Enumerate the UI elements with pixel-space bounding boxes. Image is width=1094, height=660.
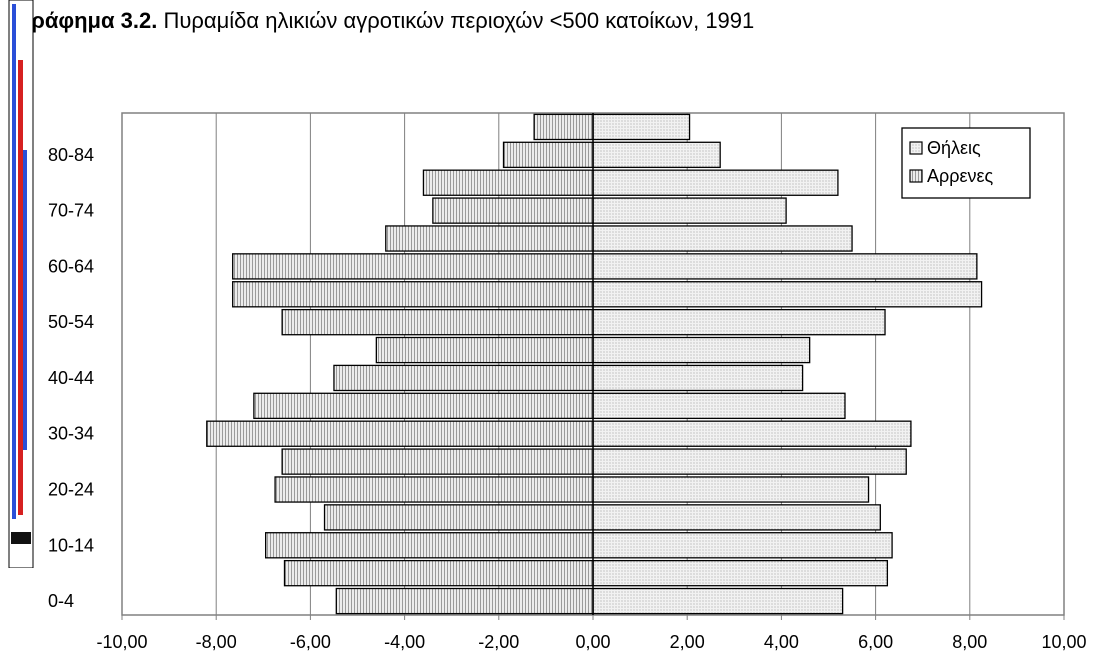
bar-females <box>592 392 846 420</box>
x-tick-label: -4,00 <box>384 632 425 652</box>
chart-legend: Θήλεις Αρρενες <box>901 127 1031 199</box>
axis-layer: -10,00 -8,00 -6,00 -4,00 -2,00 0,00 2,00 4,00 6,… <box>48 113 1087 652</box>
bar-females <box>592 113 691 141</box>
legend-label: Θήλεις <box>927 138 981 158</box>
y-tick-label: 60-64 <box>48 256 94 276</box>
y-tick-label: 80-84 <box>48 145 94 165</box>
bar-males <box>533 113 594 141</box>
legend-swatch <box>909 141 923 155</box>
y-tick-label: 0-4 <box>48 591 74 611</box>
bar-males <box>232 253 594 280</box>
title-text: Πυραμίδα ηλικιών αγροτικών περιοχών <500… <box>157 8 755 33</box>
bar-males <box>432 197 594 224</box>
bar-males <box>281 308 594 336</box>
x-tick-label: 6,00 <box>858 632 893 652</box>
bar-males <box>323 504 594 531</box>
x-tick-label: 4,00 <box>764 632 799 652</box>
bar-males <box>253 392 594 420</box>
side-decoration-strip <box>8 0 34 568</box>
y-tick-label: 70-74 <box>48 201 94 221</box>
bar-males <box>375 336 594 364</box>
x-tick-label: 8,00 <box>952 632 987 652</box>
bar-females <box>592 448 907 475</box>
x-tick-label: -2,00 <box>478 632 519 652</box>
bar-males <box>232 281 594 308</box>
bar-males <box>422 169 594 196</box>
bar-females <box>592 141 721 169</box>
y-tick-label: 30-34 <box>48 424 94 444</box>
bar-females <box>592 225 853 252</box>
bar-males <box>274 476 594 503</box>
bar-males <box>335 587 594 615</box>
bar-females <box>592 504 881 531</box>
x-tick-label: -10,00 <box>96 632 147 652</box>
bar-females <box>592 281 983 308</box>
bar-females <box>592 559 889 587</box>
x-tick-label: 2,00 <box>670 632 705 652</box>
x-tick-label: -8,00 <box>196 632 237 652</box>
legend-swatch <box>909 169 923 183</box>
x-tick-label: 10,00 <box>1041 632 1086 652</box>
bar-males <box>265 532 594 559</box>
page-title: Γράφημα 3.2. Πυραμίδα ηλικιών αγροτικών … <box>18 8 754 34</box>
bar-males <box>281 448 594 475</box>
legend-label: Αρρενες <box>927 166 994 186</box>
bar-females <box>592 197 787 224</box>
bar-females <box>592 253 978 280</box>
bar-females <box>592 532 893 559</box>
legend-box <box>901 127 1031 199</box>
x-tick-label: 0,00 <box>575 632 610 652</box>
bar-males <box>333 364 594 392</box>
bar-females <box>592 308 886 336</box>
y-tick-label: 10-14 <box>48 535 94 555</box>
bar-males <box>206 420 594 447</box>
y-tick-label: 20-24 <box>48 480 94 500</box>
bar-males <box>502 141 594 169</box>
bar-females <box>592 587 844 615</box>
bar-females <box>592 364 804 392</box>
y-tick-label: 40-44 <box>48 368 94 388</box>
bar-females <box>592 336 811 364</box>
bar-males <box>385 225 594 252</box>
bars-layer <box>206 113 983 615</box>
y-tick-label: 50-54 <box>48 312 94 332</box>
bar-females <box>592 420 912 447</box>
bar-females <box>592 476 870 503</box>
bar-females <box>592 169 839 196</box>
title-label: Γράφημα 3.2. <box>18 8 158 33</box>
bar-males <box>283 559 594 587</box>
x-tick-label: -6,00 <box>290 632 331 652</box>
